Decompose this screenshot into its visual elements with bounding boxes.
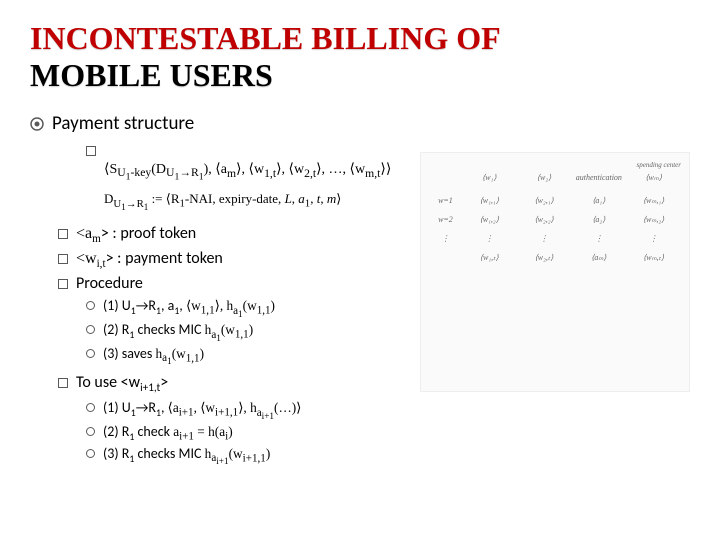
square-bullet-icon	[58, 229, 68, 239]
bullet-text: To use <wi+1,t>	[76, 373, 168, 395]
step-text: (3) saves ha1(w1,1)	[103, 345, 204, 367]
diagram-row: ⋮⋮⋮⋮⋮	[429, 234, 681, 243]
use-step-1: (1) U1→R1, ⟨ai+1, ⟨wi+1,1⟩, hai+1(…)⟩	[86, 399, 400, 421]
square-bullet-icon	[86, 146, 96, 156]
circle-bullet-icon	[86, 427, 95, 436]
diagram-col-headers: ⟨w₁⟩ ⟨w₂⟩ authentication ⟨wₘ⟩	[429, 173, 681, 182]
bullet-wit: <wi,t> : payment token	[58, 249, 400, 270]
bullet-payment-structure: Payment structure	[30, 112, 400, 135]
diagram-header: spending center	[636, 161, 681, 169]
bullet-procedure: Procedure	[58, 274, 400, 293]
bullet-text: Procedure	[76, 274, 143, 293]
use-step-3: (3) R1 checks MIC hai+1(wi+1,1)	[86, 445, 400, 467]
step-text: (1) U1→R1, ⟨ai+1, ⟨wi+1,1⟩, hai+1(…)⟩	[103, 399, 301, 421]
bullet-text: <am> : proof token	[76, 224, 196, 245]
left-column: Payment structure ⟨SU1-key(DU1→R1), ⟨am⟩…	[30, 112, 400, 469]
slide-title: INCONTESTABLE BILLING OF MOBILE USERS	[30, 20, 690, 94]
right-column: spending center ⟨w₁⟩ ⟨w₂⟩ authentication…	[420, 112, 690, 469]
diagram-row: w=2⟨w₁,₂⟩⟨w₂,₂⟩⟨a₂⟩⟨wₘ,₂⟩	[429, 215, 681, 224]
bullet-text: Payment structure	[52, 112, 194, 135]
circle-bullet-icon	[86, 325, 95, 334]
step-text: (2) R1 check ai+1 = h(ai)	[103, 423, 233, 443]
empty-sub-bullet	[86, 141, 400, 156]
diagram-rows-container: w=1⟨w₁,₁⟩⟨w₂,₁⟩⟨a₁⟩⟨wₘ,₁⟩ w=2⟨w₁,₂⟩⟨w₂,₂⟩…	[429, 186, 681, 262]
hash-chain-diagram: spending center ⟨w₁⟩ ⟨w₂⟩ authentication…	[420, 152, 690, 392]
diagram-row: ⟨w₁,ₜ⟩⟨w₂,ₜ⟩⟨aₘ⟩⟨wₘ,ₜ⟩	[429, 253, 681, 262]
circle-bullet-icon	[86, 349, 95, 358]
formula-definition: DU1→R1 := ⟨R1-NAI, expiry-date, L, a1, t…	[104, 190, 400, 213]
proc-step-3: (3) saves ha1(w1,1)	[86, 345, 400, 367]
diagram-row: w=1⟨w₁,₁⟩⟨w₂,₁⟩⟨a₁⟩⟨wₘ,₁⟩	[429, 196, 681, 205]
bullet-text: <wi,t> : payment token	[76, 249, 223, 270]
proc-step-2: (2) R1 checks MIC ha1(w1,1)	[86, 321, 400, 343]
formula-block: ⟨SU1-key(DU1→R1), ⟨am⟩, ⟨w1,t⟩, ⟨w2,t⟩, …	[58, 141, 400, 214]
bullet-to-use: To use <wi+1,t>	[58, 373, 400, 395]
step-text: (3) R1 checks MIC hai+1(wi+1,1)	[103, 445, 270, 467]
use-step-2: (2) R1 check ai+1 = h(ai)	[86, 423, 400, 443]
title-line-1: INCONTESTABLE BILLING OF	[30, 20, 690, 57]
bullet-am: <am> : proof token	[58, 224, 400, 245]
circle-bullet-icon	[86, 403, 95, 412]
formula-signature: ⟨SU1-key(DU1→R1), ⟨am⟩, ⟨w1,t⟩, ⟨w2,t⟩, …	[104, 160, 400, 185]
title-line-2: MOBILE USERS	[30, 57, 690, 94]
square-bullet-icon	[58, 254, 68, 264]
step-text: (2) R1 checks MIC ha1(w1,1)	[103, 321, 253, 343]
proc-step-1: (1) U1→R1, a1, ⟨w1,1⟩, ha1(w1,1)	[86, 297, 400, 319]
square-bullet-icon	[58, 378, 68, 388]
bullet-icon	[30, 117, 44, 131]
step-text: (1) U1→R1, a1, ⟨w1,1⟩, ha1(w1,1)	[103, 297, 275, 319]
circle-bullet-icon	[86, 449, 95, 458]
circle-bullet-icon	[86, 301, 95, 310]
content-area: Payment structure ⟨SU1-key(DU1→R1), ⟨am⟩…	[30, 112, 690, 469]
square-bullet-icon	[58, 279, 68, 289]
